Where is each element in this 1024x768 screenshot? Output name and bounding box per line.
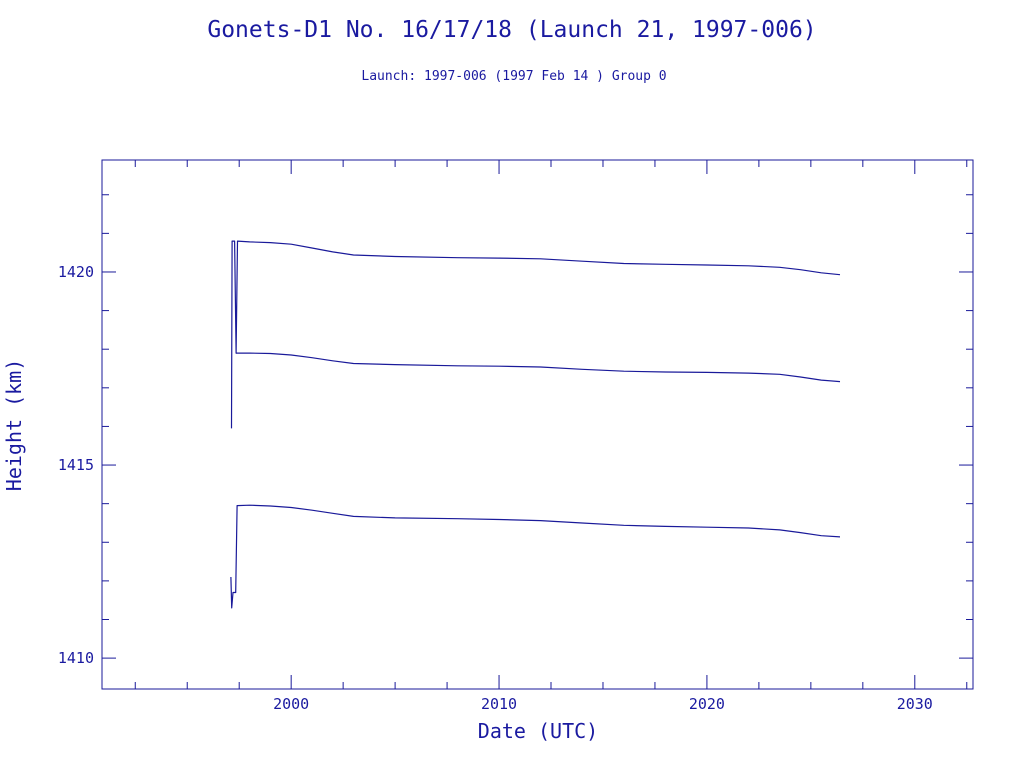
x-tick-label: 2010: [481, 695, 517, 713]
y-axis-label: Height (km): [2, 359, 26, 491]
chart-title: Gonets-D1 No. 16/17/18 (Launch 21, 1997-…: [207, 17, 816, 43]
plot-frame: [101, 159, 974, 690]
y-tick-label: 1420: [58, 263, 94, 281]
series-group: [230, 240, 841, 609]
y-tick-label: 1415: [58, 456, 94, 474]
x-tick-label: 2000: [273, 695, 309, 713]
x-axis-label: Date (UTC): [478, 719, 598, 743]
series-line-1: [230, 240, 841, 429]
x-tick-label: 2030: [897, 695, 933, 713]
tick-labels: 2000 2010 2020 2030 1410 1415 1420: [58, 263, 933, 713]
chart-subtitle: Launch: 1997-006 (1997 Feb 14 ) Group 0: [361, 69, 666, 84]
x-tick-label: 2020: [689, 695, 725, 713]
series-line-3: [230, 504, 841, 609]
series-line-2: [236, 352, 841, 383]
axis-ticks: [102, 160, 973, 689]
y-tick-label: 1410: [58, 649, 94, 667]
